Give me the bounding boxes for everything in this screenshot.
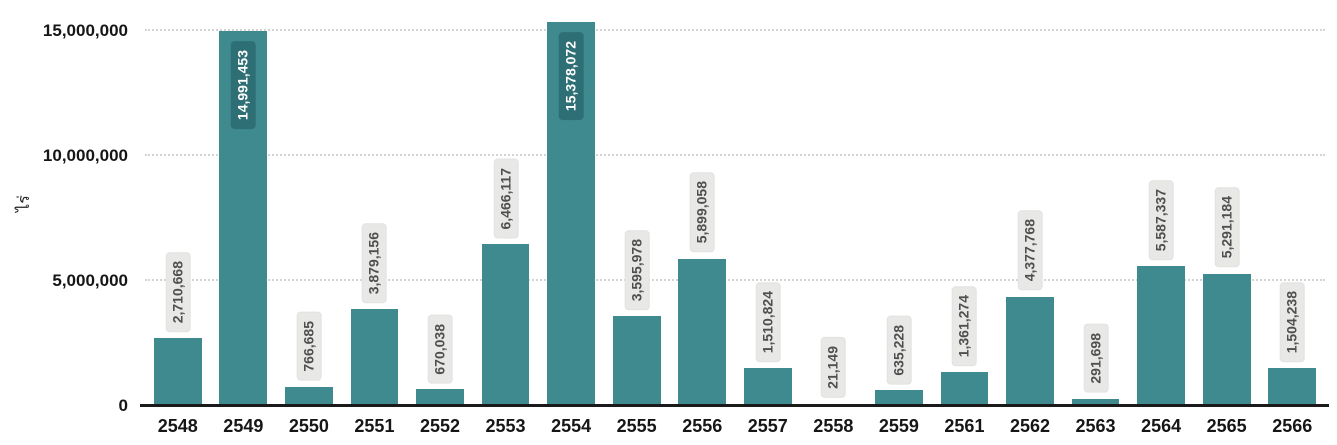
x-axis-tick-label: 2549 [223, 416, 264, 436]
bar-2555[interactable] [612, 316, 661, 406]
y-axis-tick-label: 0 [118, 396, 128, 415]
gridline [145, 154, 1325, 156]
bar-value-label: 3,879,156 [361, 222, 388, 304]
bar-value-label: 635,228 [886, 315, 912, 385]
x-axis-tick-label: 2548 [157, 416, 198, 436]
x-axis-tick-label: 2559 [878, 416, 919, 436]
x-axis-tick-label: 2550 [288, 416, 329, 436]
bar-value-label: 766,685 [296, 312, 322, 381]
bar-value-label: 15,378,072 [558, 31, 584, 120]
x-axis-tick-label: 2565 [1206, 416, 1247, 436]
gridline [145, 279, 1325, 281]
bar-value-label: 670,038 [427, 314, 453, 384]
x-axis-tick-label: 2554 [551, 416, 592, 436]
bar-value-label: 291,698 [1082, 324, 1109, 393]
x-axis-tick-label: 2561 [944, 416, 985, 436]
bar-2563[interactable] [1071, 398, 1120, 406]
bar-value-label: 5,899,058 [689, 172, 715, 253]
bar-value-label: 14,991,453 [230, 41, 257, 130]
x-axis-tick-label: 2555 [616, 416, 657, 436]
bar-2553[interactable] [481, 244, 530, 406]
bar-2551[interactable] [350, 309, 399, 406]
bar-2552[interactable] [416, 389, 464, 406]
bar-value-label: 2,710,668 [165, 251, 191, 333]
x-axis-tick-labels: 2548 2549 2550 2551 2552 2553 2554 2555 2556 2557… [145, 406, 1325, 445]
bar-value-label: 21,149 [820, 337, 847, 398]
y-axis-tick-label: 10,000,000 [42, 146, 128, 165]
x-axis-tick-label: 2563 [1075, 416, 1116, 436]
bar-value-label: 4,377,768 [1017, 210, 1043, 291]
bar-2566[interactable] [1268, 368, 1317, 406]
bar-2562[interactable] [1006, 296, 1054, 406]
bar-value-label: 1,504,238 [1279, 282, 1305, 363]
y-axis-tick-label: 5,000,000 [52, 271, 128, 290]
bar-2550[interactable] [284, 386, 333, 406]
bar-2559[interactable] [874, 390, 923, 406]
bar-value-label: 5,291,184 [1213, 187, 1240, 268]
y-axis-tick-labels: 0 5,000,000 10,000,000 15,000,000 [0, 6, 136, 415]
x-axis-tick-label: 2566 [1272, 416, 1313, 436]
bar-2561[interactable] [940, 371, 989, 406]
x-axis-tick-label: 2557 [747, 416, 788, 436]
x-axis-line [140, 404, 1329, 407]
plot-area: 2,710,668 14,991,453 766,685 3,879,156 670,0… [140, 6, 1329, 407]
x-axis-tick-label: 2553 [485, 416, 526, 436]
x-axis-tick-label: 2552 [419, 416, 461, 436]
x-axis-tick-label: 2551 [354, 416, 395, 436]
bar-2548[interactable] [153, 338, 202, 406]
x-axis-tick-label: 2558 [813, 416, 854, 436]
bar-value-label: 1,510,824 [755, 281, 781, 363]
bar-value-label: 5,587,337 [1148, 180, 1174, 261]
x-axis-tick-label: 2562 [1009, 416, 1051, 436]
bar-value-label: 1,361,274 [951, 285, 978, 366]
bar-value-label: 6,466,117 [492, 158, 519, 239]
y-axis-tick-label: 15,000,000 [42, 21, 128, 40]
bar-value-label: 3,595,978 [623, 229, 650, 311]
bar-2564[interactable] [1137, 266, 1186, 406]
x-axis-tick-label: 2564 [1141, 416, 1182, 436]
bar-2557[interactable] [743, 368, 792, 406]
bar-2565[interactable] [1202, 273, 1251, 406]
bar-2556[interactable] [678, 258, 727, 406]
x-axis-tick-label: 2556 [682, 416, 723, 436]
gridline [145, 29, 1325, 31]
